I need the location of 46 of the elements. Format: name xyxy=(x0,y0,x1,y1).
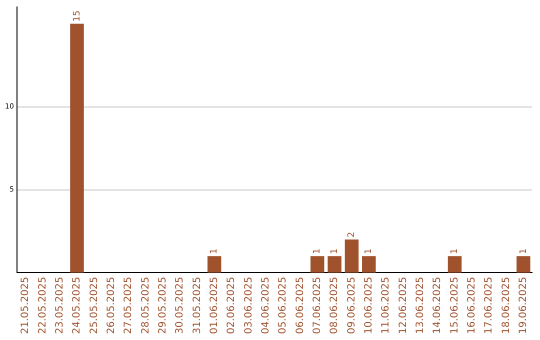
x-tick-label: 31.05.2025 xyxy=(192,276,203,334)
bar xyxy=(362,256,376,273)
bar xyxy=(516,256,530,273)
x-tick-label: 10.06.2025 xyxy=(363,276,374,334)
x-tick-label: 28.05.2025 xyxy=(140,276,152,334)
data-label: 1 xyxy=(364,248,374,254)
bar xyxy=(207,256,222,273)
x-tick-label: 03.06.2025 xyxy=(243,276,254,334)
x-tick-label: 21.05.2025 xyxy=(20,276,32,334)
data-label: 1 xyxy=(312,248,323,254)
x-tick-label: 04.06.2025 xyxy=(260,276,272,334)
data-label: 1 xyxy=(450,248,460,254)
x-tick-label: 01.06.2025 xyxy=(208,276,220,334)
x-tick-label: 14.06.2025 xyxy=(432,276,444,334)
x-tick-label: 19.06.2025 xyxy=(518,276,530,334)
x-tick-label: 16.06.2025 xyxy=(466,276,478,334)
x-tick-label: 18.06.2025 xyxy=(500,276,512,334)
bar xyxy=(448,256,462,273)
x-tick-label: 08.06.2025 xyxy=(329,276,340,334)
x-tick-label: 27.05.2025 xyxy=(123,276,134,334)
bar xyxy=(70,24,84,273)
data-label: 15 xyxy=(72,10,82,22)
x-tick-label: 30.05.2025 xyxy=(174,276,186,334)
x-tick-label: 07.06.2025 xyxy=(312,276,323,334)
x-tick-label: 24.05.2025 xyxy=(72,276,83,334)
data-label: 2 xyxy=(347,232,358,238)
data-label: 1 xyxy=(330,248,340,254)
data-label: 1 xyxy=(518,248,529,254)
x-tick-label: 25.05.2025 xyxy=(88,276,100,334)
bar xyxy=(310,256,324,273)
x-tick-label: 12.06.2025 xyxy=(398,276,409,334)
x-tick-label: 23.05.2025 xyxy=(54,276,66,334)
x-tick-label: 09.06.2025 xyxy=(346,276,358,334)
bar xyxy=(328,256,342,273)
x-tick-label: 06.06.2025 xyxy=(294,276,306,334)
x-tick-label: 17.06.2025 xyxy=(484,276,495,334)
x-tick-label: 26.05.2025 xyxy=(106,276,117,334)
bar xyxy=(344,240,359,273)
x-tick-label: 05.06.2025 xyxy=(278,276,289,334)
x-tick-label: 02.06.2025 xyxy=(226,276,238,334)
x-tick-label: 15.06.2025 xyxy=(449,276,460,334)
x-tick-label: 13.06.2025 xyxy=(414,276,426,334)
x-tick-label: 22.05.2025 xyxy=(37,276,48,334)
x-tick-label: 29.05.2025 xyxy=(157,276,168,334)
x-tick-label: 11.06.2025 xyxy=(380,276,392,334)
data-label: 1 xyxy=(210,248,220,254)
